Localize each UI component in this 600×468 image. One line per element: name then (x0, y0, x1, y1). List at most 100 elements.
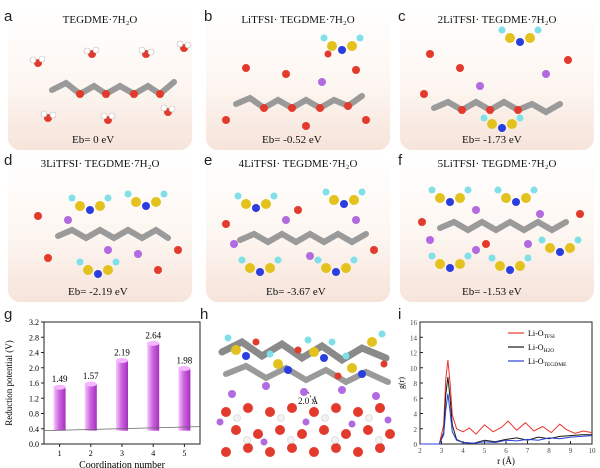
x-axis-label: r (Å) (497, 456, 515, 466)
panel-d: 3LiTFSI· TEGDME·7H₂O Eb= -2.19 eV (8, 154, 192, 302)
x-tick-label: 5 (182, 449, 186, 458)
x-tick-label: 8 (547, 447, 551, 455)
bar-cap (53, 384, 66, 390)
bar-cap (84, 381, 97, 387)
water-molecules (34, 44, 188, 124)
panel-a-title: TEGDME·7H₂O (62, 14, 138, 26)
y-tick-label: 1.6 (29, 379, 39, 388)
anode-surface-layer (216, 403, 395, 457)
y-axis-label: Reduction potential (V) (4, 340, 14, 425)
y-tick-label: 0.4 (29, 425, 39, 434)
y-tick-label: 10 (410, 365, 418, 373)
y-tick-label: 8 (414, 380, 418, 388)
y-tick-label: 6 (414, 395, 418, 403)
bar-value-label: 1.49 (52, 374, 68, 384)
bar-value-label: 2.64 (145, 330, 161, 340)
tegdme-chain (49, 79, 177, 98)
bond-distance-label: 2.0 Å (298, 396, 319, 406)
x-tick-label: 1 (58, 449, 62, 458)
bar (53, 387, 66, 431)
li-ions (228, 382, 380, 400)
bar-cap (147, 340, 160, 346)
series-line (420, 376, 592, 445)
y-axis-label: g(r) (398, 377, 406, 389)
x-tick-label: 4 (461, 447, 465, 455)
bar-value-label: 1.98 (177, 356, 193, 366)
panel-a: TEGDME·7H₂O Eb= 0 eV (8, 8, 192, 150)
panel-b-label: b (204, 8, 213, 25)
molecule-a-image (29, 40, 192, 124)
reduction-potential-chart: 0.0 0.4 0.8 1.2 1.6 2.0 2.4 2.8 3.2 Reduction pot… (4, 318, 201, 468)
bar-cap (116, 358, 128, 364)
panel-c-label: c (398, 8, 406, 25)
y-tick-label: 0.8 (29, 410, 39, 419)
series-line (420, 393, 593, 445)
legend-entry: Li-OTFSI (528, 329, 555, 340)
interface-snapshot-image: 2.0 Å (212, 312, 396, 460)
x-tick-label: 7 (526, 447, 530, 455)
panel-c-title: 2LiTFSI· TEGDME·7H₂O (437, 14, 557, 26)
bar (178, 368, 191, 431)
y-tick-label: 16 (410, 319, 418, 327)
x-tick-label: 3 (440, 447, 444, 455)
y-tick-label: 2 (414, 426, 418, 434)
y-tick-label: 1.2 (29, 394, 39, 403)
y-tick-label: 2.4 (29, 349, 39, 358)
bar-value-label: 2.19 (114, 348, 130, 358)
x-tick-label: 2 (418, 447, 422, 455)
x-tick-label: 2 (89, 449, 93, 458)
panel-e-title: 4LiTFSI· TEGDME·7H₂O (238, 158, 358, 170)
bar (147, 343, 160, 431)
panel-g-label: g (4, 306, 13, 323)
y-tick-label: 2.0 (29, 364, 39, 373)
x-tick-label: 4 (151, 449, 155, 458)
y-tick-label: 14 (410, 334, 418, 342)
molecule-e-image (222, 188, 378, 276)
panel-c-binding-energy: Eb= -1.73 eV (462, 134, 522, 146)
panel-b-binding-energy: Eb= -0.52 eV (262, 134, 322, 146)
molecule-b-image (222, 34, 370, 130)
bar-value-label: 1.57 (83, 371, 99, 381)
x-tick-label: 3 (120, 449, 124, 458)
panel-d-label: d (4, 152, 13, 169)
panel-d-title: 3LiTFSI· TEGDME·7H₂O (40, 158, 160, 170)
panel-i-label: i (398, 306, 402, 323)
legend-entry: Li-OTEGDME (528, 357, 567, 368)
molecule-f-image (418, 186, 584, 274)
x-tick-label: 10 (589, 447, 597, 455)
li-ion (318, 78, 326, 86)
panel-f-title: 5LiTFSI· TEGDME·7H₂O (437, 158, 557, 170)
x-tick-label: 9 (569, 447, 573, 455)
baseline-plane (43, 426, 201, 432)
panel-b: LiTFSI· TEGDME·7H₂O Eb= -0.52 eV (206, 8, 390, 150)
y-tick-label: 2.8 (29, 333, 39, 342)
bar (116, 360, 128, 431)
panel-f: 5LiTFSI· TEGDME·7H₂O Eb= -1.53 eV (400, 154, 594, 302)
panel-b-title: LiTFSI· TEGDME·7H₂O (241, 14, 355, 26)
bond-distance-line (307, 391, 317, 407)
panel-f-label: f (398, 152, 403, 169)
electrolyte-layer (218, 330, 391, 386)
bar-cap (178, 366, 191, 372)
tfsi-anion (320, 34, 364, 58)
y-tick-label: 12 (410, 350, 418, 358)
panel-c: 2LiTFSI· TEGDME·7H₂O Eb= -1.73 eV (400, 8, 594, 150)
panel-a-label: a (4, 8, 13, 25)
molecule-d-image (34, 190, 182, 278)
x-tick-label: 5 (483, 447, 487, 455)
panel-e-binding-energy: Eb= -3.67 eV (266, 286, 326, 298)
panel-f-binding-energy: Eb= -1.53 eV (462, 286, 522, 298)
y-tick-label: 0 (414, 441, 418, 449)
panel-e: 4LiTFSI· TEGDME·7H₂O Eb= -3.67 eV (206, 154, 390, 302)
y-tick-label: 3.2 (29, 318, 39, 327)
panel-h-label: h (200, 306, 209, 323)
legend-entry: Li-OH2O (528, 343, 554, 354)
panel-d-binding-energy: Eb= -2.19 eV (68, 286, 128, 298)
y-tick-label: 0.0 (29, 440, 39, 449)
molecule-c-image (420, 26, 572, 132)
bar (84, 384, 97, 431)
x-tick-label: 6 (504, 447, 508, 455)
x-axis-label: Coordination number (79, 460, 165, 468)
y-tick-label: 4 (414, 411, 418, 419)
